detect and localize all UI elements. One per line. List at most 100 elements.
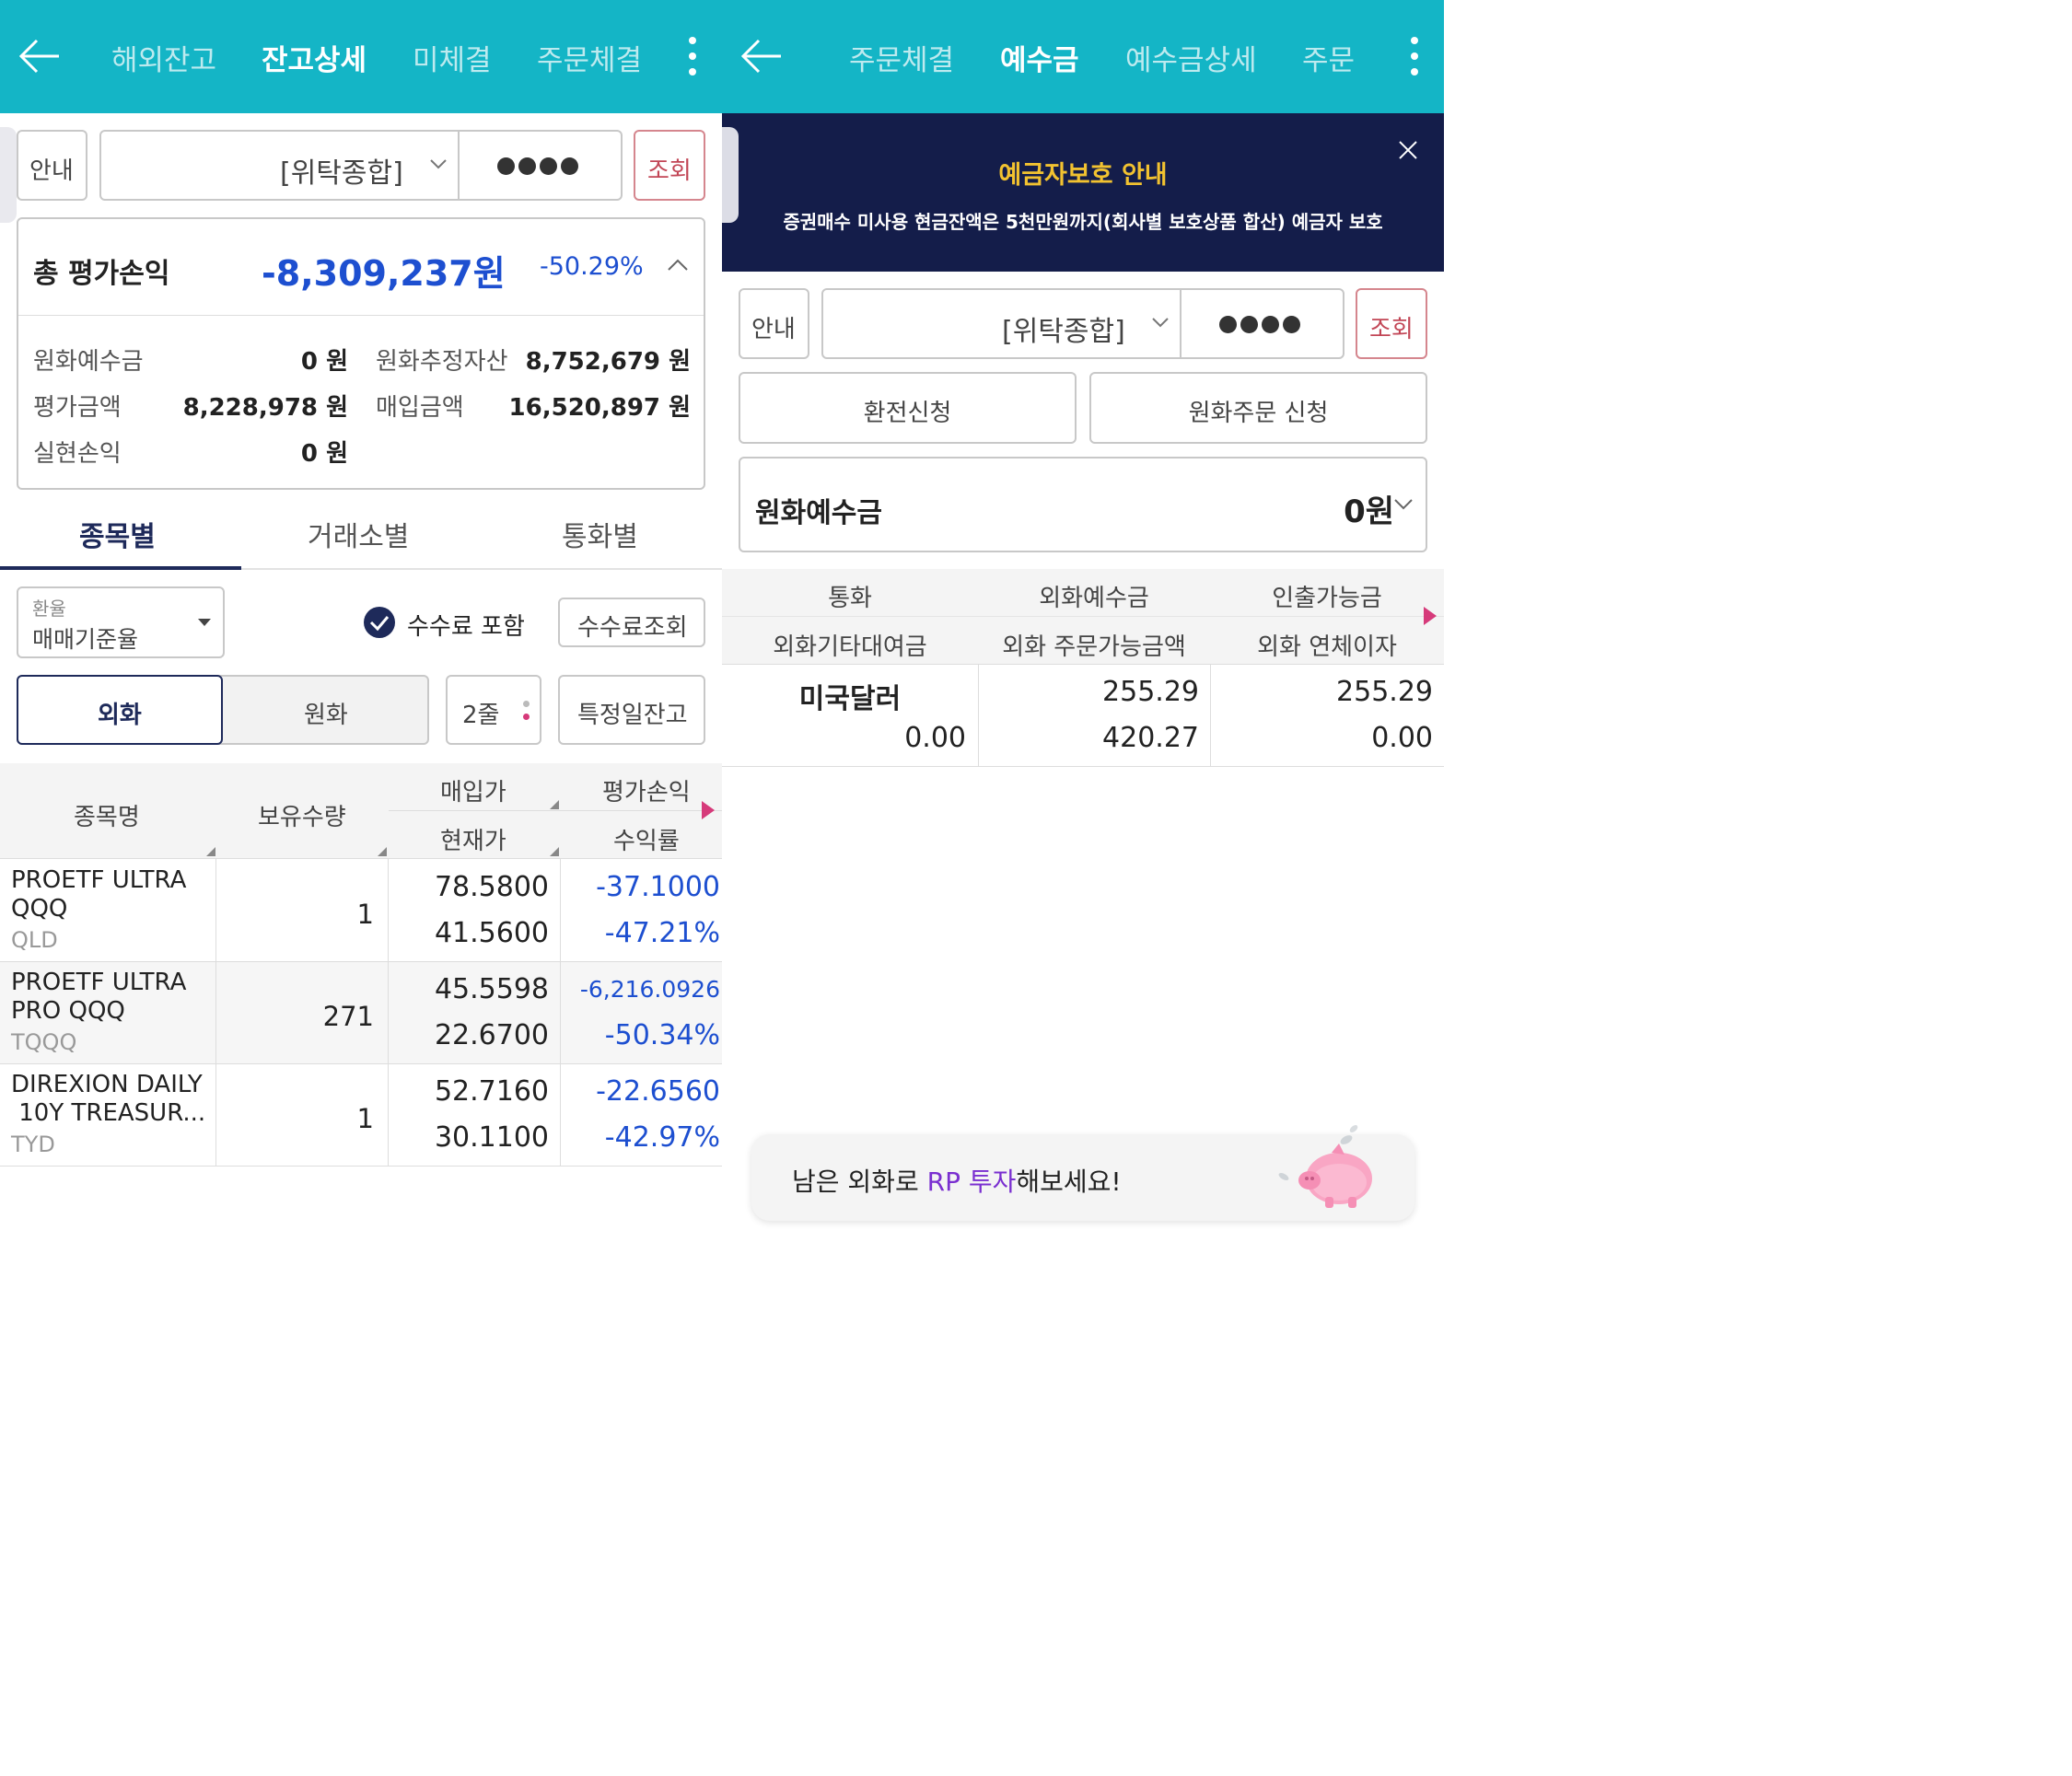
krw-order-request-label: 원화주문 신청	[1188, 400, 1329, 427]
fee-query-label: 수수료조회	[577, 614, 688, 642]
exchange-request-button[interactable]: 환전신청	[739, 372, 1077, 444]
scroll-right-icon[interactable]	[1424, 607, 1437, 625]
krw-order-request-button[interactable]: 원화주문 신청	[1089, 372, 1427, 444]
subtab-by-exchange[interactable]: 거래소별	[308, 521, 410, 553]
table-row-bg	[0, 962, 722, 1064]
realized-pl-value: 0 원	[300, 440, 348, 468]
fee-query-button[interactable]: 수수료조회	[558, 598, 705, 647]
stock-ticker: TQQQ	[11, 1029, 77, 1055]
stock-name-line2: PRO QQQ	[11, 997, 125, 1025]
eval-pl: -22.6560	[596, 1075, 720, 1108]
col-header-name[interactable]: 종목명	[74, 804, 140, 831]
guide-button[interactable]: 안내	[17, 130, 87, 201]
account-type-label: [위탁종합]	[280, 157, 403, 190]
scroll-right-icon[interactable]	[702, 801, 715, 819]
back-arrow-icon[interactable]	[740, 37, 783, 75]
more-menu-icon[interactable]	[1408, 37, 1421, 79]
krw-deposit-value: 0원	[1344, 493, 1394, 530]
return-rate: -47.21%	[604, 917, 720, 949]
col-header-eval-pl[interactable]: 평가손익	[602, 779, 691, 807]
divider	[458, 132, 460, 199]
dot-indicator-active	[523, 714, 530, 720]
current-price: 30.1100	[434, 1121, 549, 1154]
back-arrow-icon[interactable]	[18, 37, 61, 75]
subtab-by-stock[interactable]: 종목별	[79, 521, 156, 553]
masked-password[interactable]	[1219, 316, 1304, 337]
more-menu-icon[interactable]	[686, 37, 699, 79]
checkbox-checked-icon[interactable]	[363, 606, 396, 639]
holding-qty: 271	[322, 1001, 374, 1032]
stock-name-line2: 10Y TREASUR...	[11, 1099, 206, 1127]
account-selector[interactable]: [위탁종합]	[821, 288, 1344, 359]
buy-price: 52.7160	[434, 1075, 549, 1108]
col-header-withdrawable: 인출가능금	[1272, 585, 1382, 612]
toggle-krw[interactable]: 원화	[304, 702, 348, 729]
buy-price: 78.5800	[434, 871, 549, 903]
account-type-label: [위탁종합]	[1002, 316, 1125, 348]
lines-select[interactable]: 2줄	[446, 675, 541, 745]
deposit-protection-banner: 예금자보호 안내 증권매수 미사용 현금잔액은 5천만원까지(회사별 보호상품 …	[722, 113, 1444, 272]
banner-title: 예금자보호 안내	[998, 161, 1168, 190]
rp-promo-banner[interactable]: 남은 외화로 RP 투자해보세요!	[751, 1125, 1414, 1221]
col-header-orderable: 외화 주문가능금액	[1002, 633, 1186, 661]
top-nav-bar: 해외잔고 잔고상세 미체결 주문체결	[0, 0, 722, 113]
total-pl-rate: -50.29%	[540, 252, 644, 281]
specific-day-label: 특정일잔고	[577, 702, 688, 729]
guide-button[interactable]: 안내	[739, 288, 809, 359]
exchange-rate-select[interactable]: 환율 매매기준율	[17, 586, 225, 658]
tab-order[interactable]: 주문	[1302, 44, 1356, 77]
lookup-label: 조회	[647, 157, 692, 185]
specific-day-balance-button[interactable]: 특정일잔고	[558, 675, 705, 745]
holding-qty: 1	[356, 1103, 374, 1134]
withdrawable-value: 255.29	[1336, 676, 1433, 708]
return-rate: -42.97%	[604, 1121, 720, 1154]
divider	[1180, 290, 1182, 357]
banner-text: 증권매수 미사용 현금잔액은 5천만원까지(회사별 보호상품 합산) 예금자 보…	[783, 211, 1383, 233]
tab-order-fill[interactable]: 주문체결	[849, 44, 955, 77]
fee-include-label[interactable]: 수수료 포함	[407, 613, 525, 641]
currency-name: 미국달러	[798, 683, 902, 715]
col-header-return[interactable]: 수익률	[613, 828, 680, 855]
toggle-foreign-currency[interactable]: 외화	[17, 675, 223, 745]
tab-deposit-detail[interactable]: 예수금상세	[1125, 44, 1257, 77]
krw-est-assets-label: 원화추정자산	[376, 348, 508, 376]
col-header-currency: 통화	[828, 585, 872, 612]
lines-select-label: 2줄	[462, 702, 500, 729]
col-header-fx-deposit: 외화예수금	[1039, 585, 1149, 612]
chevron-down-icon	[1152, 318, 1169, 328]
masked-password[interactable]	[497, 157, 582, 179]
subtab-by-currency[interactable]: 통화별	[562, 521, 638, 553]
krw-deposit-card[interactable]: 원화예수금 0원	[739, 457, 1427, 552]
exchange-rate-caption: 환율	[32, 598, 66, 620]
subtab-indicator	[0, 566, 241, 570]
tab-balance-detail[interactable]: 잔고상세	[262, 44, 367, 77]
close-icon[interactable]	[1398, 140, 1418, 160]
header-divider	[389, 810, 722, 811]
tab-overseas-balance[interactable]: 해외잔고	[111, 44, 217, 77]
account-selector[interactable]: [위탁종합]	[99, 130, 623, 201]
stock-name: PROETF ULTRA	[11, 969, 187, 996]
lookup-button[interactable]: 조회	[1356, 288, 1427, 359]
dot-indicator	[523, 701, 530, 707]
tab-deposit[interactable]: 예수금	[1000, 44, 1079, 77]
tab-unfilled[interactable]: 미체결	[413, 44, 492, 77]
other-loan-value: 0.00	[904, 722, 966, 754]
orderable-value: 420.27	[1102, 722, 1199, 754]
sort-icon	[206, 847, 215, 856]
chevron-down-icon[interactable]	[1393, 497, 1414, 510]
guide-label: 안내	[29, 157, 74, 185]
realized-pl-label: 실현손익	[33, 440, 122, 468]
krw-deposit-label: 원화예수금	[33, 348, 144, 376]
sort-icon	[550, 847, 559, 856]
tab-order-fill[interactable]: 주문체결	[537, 44, 640, 77]
lookup-button[interactable]: 조회	[634, 130, 705, 201]
purchase-amount-label: 매입금액	[376, 394, 464, 422]
chevron-up-icon[interactable]	[667, 258, 689, 273]
col-header-buy-price[interactable]: 매입가	[440, 779, 506, 807]
col-header-current-price[interactable]: 현재가	[440, 828, 506, 855]
edge-handle	[0, 127, 17, 223]
col-header-qty[interactable]: 보유수량	[258, 804, 346, 831]
total-pl-amount: -8,309,237원	[262, 253, 506, 294]
current-price: 22.6700	[434, 1019, 549, 1051]
chevron-down-icon	[430, 159, 447, 169]
